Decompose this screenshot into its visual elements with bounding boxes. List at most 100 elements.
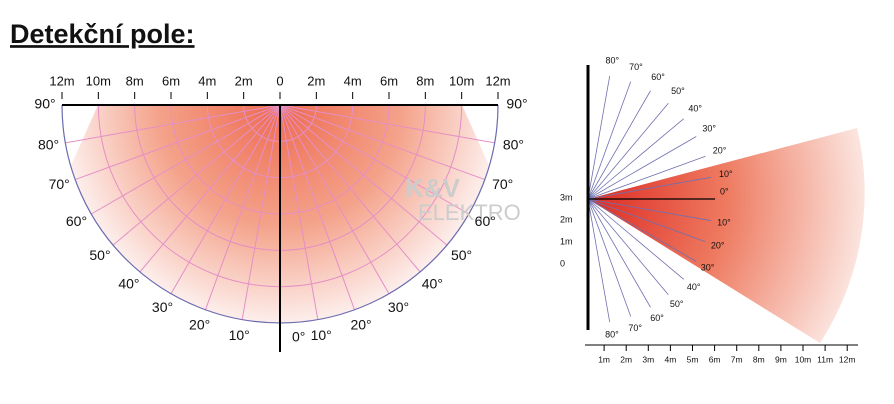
distance-label: 12m [839, 354, 856, 364]
distance-label: 8m [416, 73, 434, 88]
angle-label: 0° [720, 186, 729, 196]
angle-ray [279, 104, 390, 295]
angle-ray [279, 104, 486, 181]
angle-label: 80° [605, 329, 619, 339]
angle-label: 80° [38, 137, 59, 153]
distance-label: 4m [198, 73, 216, 88]
angle-label: 70° [629, 62, 643, 72]
angle-label: 30° [701, 262, 715, 272]
angle-label: 10° [717, 217, 731, 227]
distance-label: 12m [485, 73, 510, 88]
angle-ray [587, 176, 712, 200]
distance-label: 2m [307, 73, 325, 88]
height-label: 2m [560, 214, 573, 224]
angle-label: 60° [66, 213, 87, 229]
side-view-field [588, 128, 865, 343]
side-grid [587, 75, 712, 323]
angle-label: 30° [152, 299, 173, 315]
distance-label: 11m [817, 354, 833, 364]
angle-label: 90° [34, 96, 55, 112]
distance-label: 12m [49, 73, 74, 88]
angle-label: 10° [229, 327, 250, 343]
distance-label: 6m [380, 73, 398, 88]
angle-label: 20° [711, 241, 725, 251]
angle-ray [90, 104, 281, 215]
height-label: 3m [560, 192, 573, 202]
angle-ray [587, 198, 685, 280]
angle-ray [587, 198, 706, 243]
angle-label: 60° [475, 213, 496, 229]
angle-label: 60° [650, 313, 664, 323]
angle-ray [587, 198, 651, 308]
angle-label: 70° [49, 176, 70, 192]
angle-label: 40° [422, 276, 443, 292]
watermark: K&V [405, 173, 461, 203]
angle-label: 90° [506, 96, 527, 112]
distance-label: 1m [598, 354, 610, 364]
angle-ray [587, 102, 669, 200]
angle-label: 30° [388, 299, 409, 315]
angle-ray [279, 104, 448, 246]
distance-label: 4m [344, 73, 362, 88]
angle-ray [587, 75, 611, 200]
angle-ray [587, 136, 697, 200]
angle-label: 60° [651, 72, 665, 82]
angle-ray [587, 198, 669, 296]
distance-label: 6m [162, 73, 180, 88]
distance-label: 5m [687, 354, 699, 364]
angle-label: 10° [719, 169, 733, 179]
angle-ray [587, 198, 712, 222]
distance-label: 9m [775, 354, 787, 364]
angle-ray [65, 104, 281, 144]
angle-ray [112, 104, 281, 246]
angle-label: 10° [311, 327, 332, 343]
angle-ray [587, 118, 685, 200]
angle-label: 50° [89, 247, 110, 263]
height-label: 1m [560, 236, 573, 246]
angle-ray [587, 81, 632, 200]
distance-label: 10m [795, 354, 812, 364]
title: Detekční pole: [10, 19, 195, 49]
angle-ray [241, 104, 281, 320]
angle-label: 40° [687, 282, 701, 292]
angle-ray [170, 104, 281, 295]
angle-ray [279, 104, 356, 311]
angle-label: 0° [292, 329, 305, 345]
angle-label: 50° [670, 299, 684, 309]
angle-ray [587, 198, 611, 323]
distance-label: 7m [731, 354, 743, 364]
angle-label: 20° [350, 317, 371, 333]
distance-label: 8m [753, 354, 765, 364]
height-label: 0 [560, 258, 565, 268]
angle-label: 40° [688, 103, 702, 113]
distance-label: 2m [620, 354, 632, 364]
angle-ray [279, 104, 470, 215]
distance-label: 8m [126, 73, 144, 88]
distance-label: 10m [86, 73, 111, 88]
distance-label: 2m [235, 73, 253, 88]
angle-label: 80° [503, 137, 524, 153]
distance-label: 4m [664, 354, 676, 364]
distance-label: 6m [709, 354, 721, 364]
angle-ray [279, 104, 421, 273]
angle-ray [587, 90, 651, 200]
distance-label: 0 [276, 73, 283, 88]
angle-ray [74, 104, 281, 181]
angle-ray [587, 198, 632, 317]
angle-label: 30° [702, 123, 716, 133]
angle-label: 80° [605, 56, 619, 66]
angle-label: 70° [628, 323, 642, 333]
angle-label: 50° [451, 247, 472, 263]
angle-label: 40° [118, 276, 139, 292]
angle-label: 50° [671, 86, 685, 96]
angle-ray [279, 104, 319, 320]
angle-label: 20° [189, 317, 210, 333]
angle-ray [139, 104, 281, 273]
watermark: ELEKTRO [418, 200, 521, 225]
angle-ray [587, 155, 706, 200]
distance-label: 3m [642, 354, 654, 364]
angle-label: 70° [492, 176, 513, 192]
angle-ray [279, 104, 495, 144]
angle-ray [587, 198, 697, 262]
